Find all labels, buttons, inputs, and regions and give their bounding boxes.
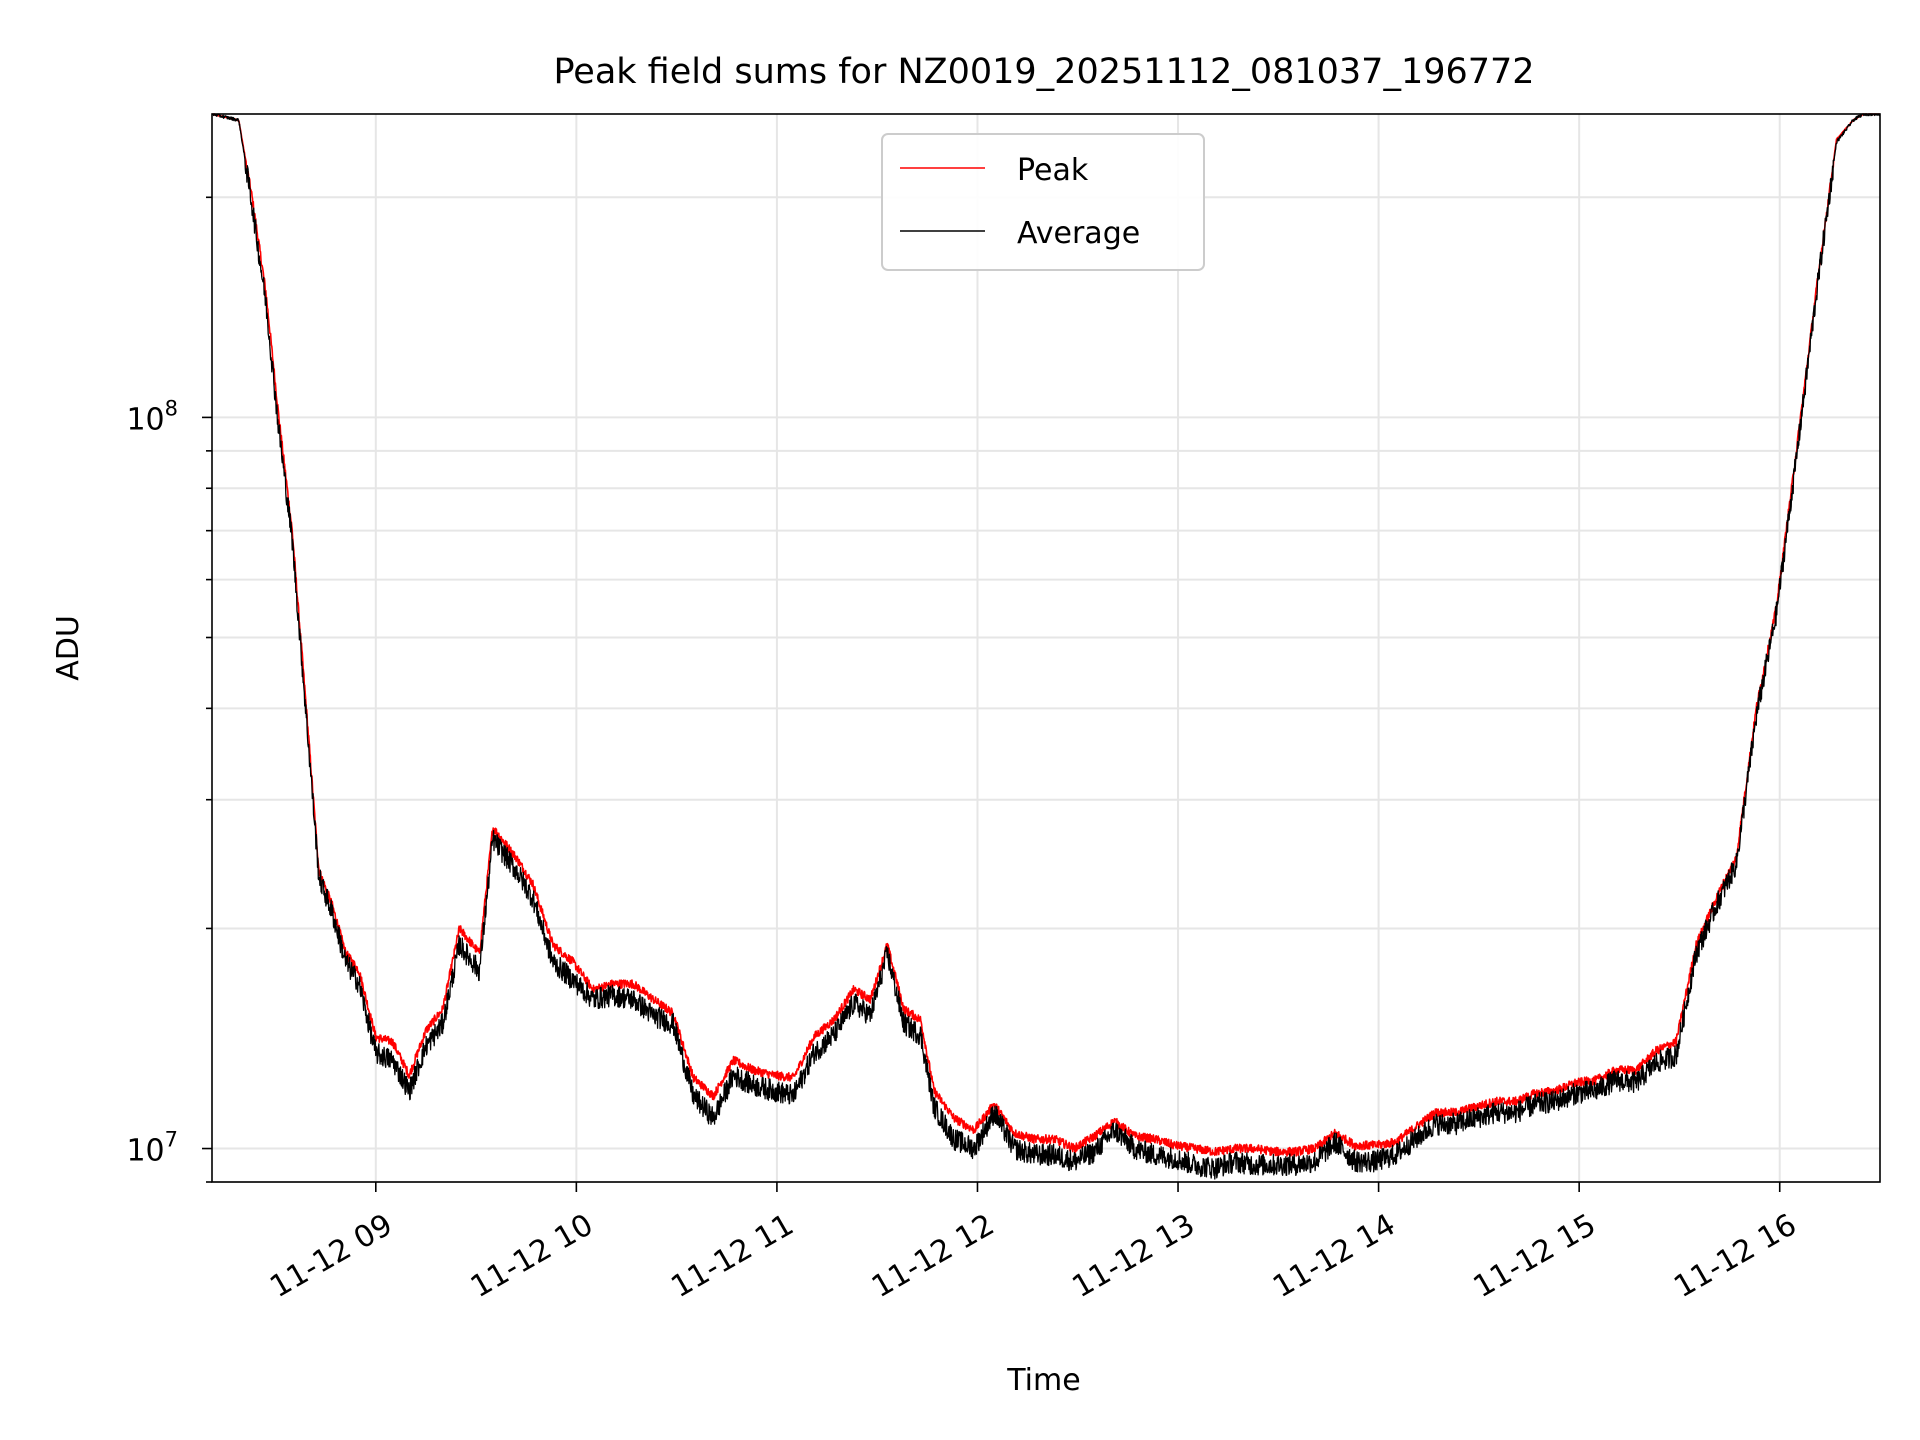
y-tick-base: 10 xyxy=(126,402,164,437)
y-axis-label: ADU xyxy=(51,615,86,681)
legend: Peak Average xyxy=(881,133,1205,271)
y-tick-label: 108 xyxy=(126,396,178,437)
y-tick-exponent: 7 xyxy=(165,1128,178,1152)
series-line-average xyxy=(211,113,1881,1180)
plot-frame xyxy=(211,113,1881,1183)
legend-average-label: Average xyxy=(1017,216,1140,251)
legend-peak-label: Peak xyxy=(1017,153,1089,188)
series-lines xyxy=(211,113,1881,1180)
x-axis-label: Time xyxy=(1006,1363,1080,1398)
y-tick-exponent: 8 xyxy=(165,396,178,420)
y-tick-label: 107 xyxy=(126,1128,178,1169)
grid xyxy=(212,114,1880,1183)
chart-title: Peak field sums for NZ0019_20251112_0810… xyxy=(553,52,1534,92)
y-tick-base: 10 xyxy=(126,1134,164,1169)
series-line-peak xyxy=(211,113,1881,1157)
